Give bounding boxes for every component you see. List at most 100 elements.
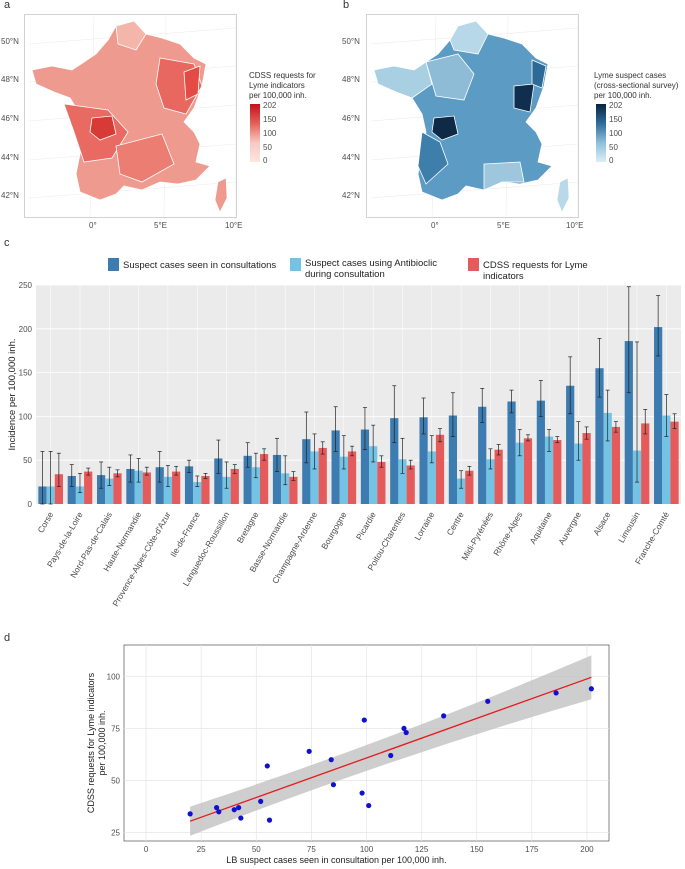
chart-c-bar bbox=[243, 455, 252, 504]
chart-d-point bbox=[553, 690, 559, 696]
chart-c-category-label: Aquitaine bbox=[527, 510, 554, 546]
chart-c-bar bbox=[611, 426, 621, 504]
chart-d-xlabel: LB suspect cases seen in consultation pe… bbox=[226, 855, 446, 865]
chart-c-bar bbox=[595, 368, 604, 504]
chart-c-bar bbox=[457, 478, 466, 504]
chart-c-bar bbox=[448, 415, 458, 504]
map-b-tick-100: 100 bbox=[609, 129, 623, 138]
chart-d-point bbox=[236, 805, 242, 811]
map-b-limousin bbox=[431, 115, 459, 141]
map-a-lat-48: 48°N bbox=[1, 75, 19, 84]
map-a-lat-42: 42°N bbox=[1, 191, 19, 200]
chart-c-category-label: Alsace bbox=[591, 510, 613, 537]
map-a bbox=[24, 14, 237, 219]
map-a-lon-0: 0° bbox=[89, 221, 97, 230]
chart-c-bar bbox=[163, 476, 173, 504]
chart-c-bar bbox=[507, 401, 516, 504]
chart-c-bar bbox=[142, 472, 151, 504]
chart-c-bar bbox=[398, 459, 407, 504]
chart-c-bar bbox=[214, 458, 223, 504]
map-b-tick-0: 0 bbox=[609, 156, 614, 165]
map-a-tick-0: 0 bbox=[263, 156, 268, 165]
legend-item-cdss: CDSS requests for Lyme indicators bbox=[468, 258, 628, 282]
legend-item-consult: Suspect cases seen in consultations bbox=[108, 258, 276, 271]
map-a-lon-10: 10°E bbox=[225, 221, 243, 230]
legend-item-antibio: Suspect cases using Antibioclic during co… bbox=[290, 258, 437, 280]
chart-d-point bbox=[328, 757, 334, 763]
map-a-tick-150: 150 bbox=[263, 115, 277, 124]
chart-c-bar bbox=[435, 434, 445, 504]
map-b-lat-42: 42°N bbox=[342, 191, 360, 200]
chart-c-bar bbox=[347, 451, 357, 504]
chart-c-bar bbox=[515, 442, 524, 504]
map-a-north bbox=[115, 20, 147, 51]
map-b-franche-comte bbox=[513, 83, 535, 113]
legend-swatch-consult bbox=[108, 258, 119, 271]
map-b-alsace bbox=[531, 59, 547, 89]
chart-c-bar bbox=[96, 475, 106, 504]
legend-swatch-antibio bbox=[290, 258, 301, 271]
legend-label-antibio-2: during consultation bbox=[305, 269, 385, 280]
chart-c-bar: 050100150200250CorsePays-de-la-LoireNord… bbox=[7, 281, 681, 608]
chart-c-bar bbox=[641, 423, 650, 504]
chart-d-point bbox=[366, 802, 372, 809]
map-b-center bbox=[425, 53, 475, 101]
map-a-legend-title-1: CDSS requests for bbox=[249, 71, 316, 80]
chart-d-point bbox=[231, 807, 237, 813]
chart-c-ytick-label: 0 bbox=[28, 500, 33, 509]
map-b-lat-50: 50°N bbox=[342, 37, 360, 46]
chart-d-xtick-label: 175 bbox=[525, 845, 539, 854]
map-b-corse bbox=[556, 177, 570, 213]
chart-c-bar bbox=[318, 447, 327, 504]
map-a-lat-44: 44°N bbox=[1, 153, 19, 162]
map-a-limousin bbox=[89, 115, 117, 141]
map-b-south bbox=[483, 161, 525, 191]
map-b-lon-0: 0° bbox=[431, 221, 439, 230]
chart-d-point bbox=[485, 698, 491, 704]
chart-c-bar bbox=[251, 467, 260, 504]
chart-d-point bbox=[359, 790, 365, 796]
map-b-lat-48: 48°N bbox=[342, 75, 360, 84]
chart-c-bar bbox=[155, 467, 164, 504]
chart-d-point bbox=[588, 686, 594, 692]
chart-c-bar bbox=[390, 418, 399, 504]
chart-c-legend: Suspect cases seen in consultations Susp… bbox=[108, 258, 628, 282]
map-b-aquitaine bbox=[417, 131, 449, 185]
chart-c-category-label: Bretagne bbox=[235, 510, 261, 545]
chart-d-xtick-label: 125 bbox=[415, 845, 429, 854]
map-b-lat-46: 46°N bbox=[342, 114, 360, 123]
chart-c-bar bbox=[172, 471, 181, 504]
chart-d-point bbox=[306, 748, 312, 754]
chart-c-bar bbox=[377, 461, 386, 504]
map-a-alsace bbox=[183, 65, 201, 101]
chart-d-xtick-label: 0 bbox=[144, 845, 149, 854]
chart-c-ylabel: Incidence per 100,000 inh. bbox=[7, 339, 18, 451]
chart-d-point bbox=[401, 725, 407, 732]
map-a-tick-202: 202 bbox=[263, 101, 277, 110]
chart-c-category-label: Corse bbox=[35, 510, 55, 535]
chart-c-bar bbox=[553, 440, 562, 504]
map-a-colorbar bbox=[250, 104, 260, 162]
chart-c-category-label: Picardie bbox=[354, 510, 378, 542]
chart-d-ylabel-2: per 100,000 inh. bbox=[97, 710, 107, 775]
chart-c-bar bbox=[67, 475, 76, 504]
chart-c-bar bbox=[289, 476, 298, 504]
chart-c-category-label: Rhône-Alpes bbox=[491, 510, 524, 558]
chart-c-bar bbox=[84, 471, 93, 504]
chart-c-bar bbox=[184, 466, 194, 504]
map-a-tick-50: 50 bbox=[263, 143, 272, 152]
map-b-northwest bbox=[373, 61, 433, 99]
chart-c-category-label: Midi-Pyrénées bbox=[459, 510, 495, 562]
chart-c-bar bbox=[574, 443, 583, 504]
chart-d-xtick-label: 50 bbox=[252, 845, 261, 854]
panel-label-c: c bbox=[4, 237, 10, 249]
map-b-tick-150: 150 bbox=[609, 115, 623, 124]
chart-d-ylabel-1: CDSS requests for Lyme indicators bbox=[86, 672, 96, 813]
chart-c-category-label: Ile-de-France bbox=[168, 510, 202, 559]
chart-c-bar bbox=[419, 417, 428, 504]
map-b-lat-44: 44°N bbox=[342, 153, 360, 162]
chart-c-bar bbox=[494, 449, 503, 504]
chart-d-xtick-label: 100 bbox=[360, 845, 374, 854]
chart-c-bar bbox=[603, 412, 612, 504]
